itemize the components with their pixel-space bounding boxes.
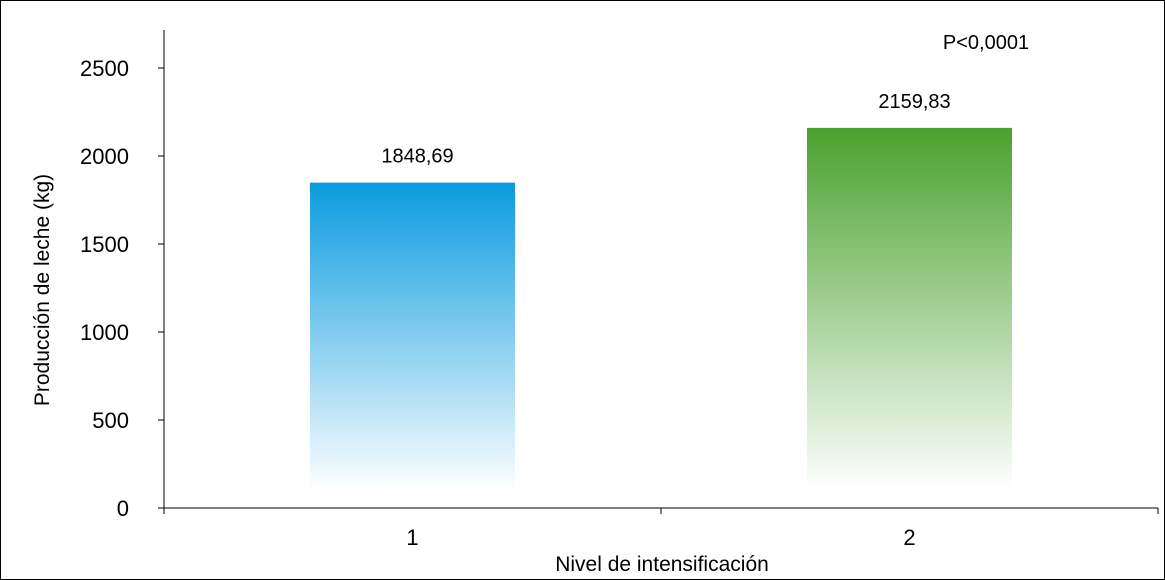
bar-value-label: 2159,83 <box>878 91 950 113</box>
bar-value-label: 1848,69 <box>381 146 453 168</box>
y-tick-label: 2000 <box>80 144 129 169</box>
y-tick-label: 2500 <box>80 56 129 81</box>
y-tick-label: 1000 <box>80 320 129 345</box>
y-tick-label: 1500 <box>80 232 129 257</box>
bar-1 <box>310 182 515 491</box>
x-axis-title: Nivel de intensificación <box>555 553 769 576</box>
bar-2 <box>807 127 1012 491</box>
y-tick-label: 500 <box>92 408 129 433</box>
y-axis-title: Producción de leche (kg) <box>31 174 54 406</box>
significance-annotation: P<0,0001 <box>943 32 1029 54</box>
x-tick-label: 2 <box>903 525 915 550</box>
x-tick-label: 1 <box>406 525 418 550</box>
y-tick-label: 0 <box>117 496 129 521</box>
